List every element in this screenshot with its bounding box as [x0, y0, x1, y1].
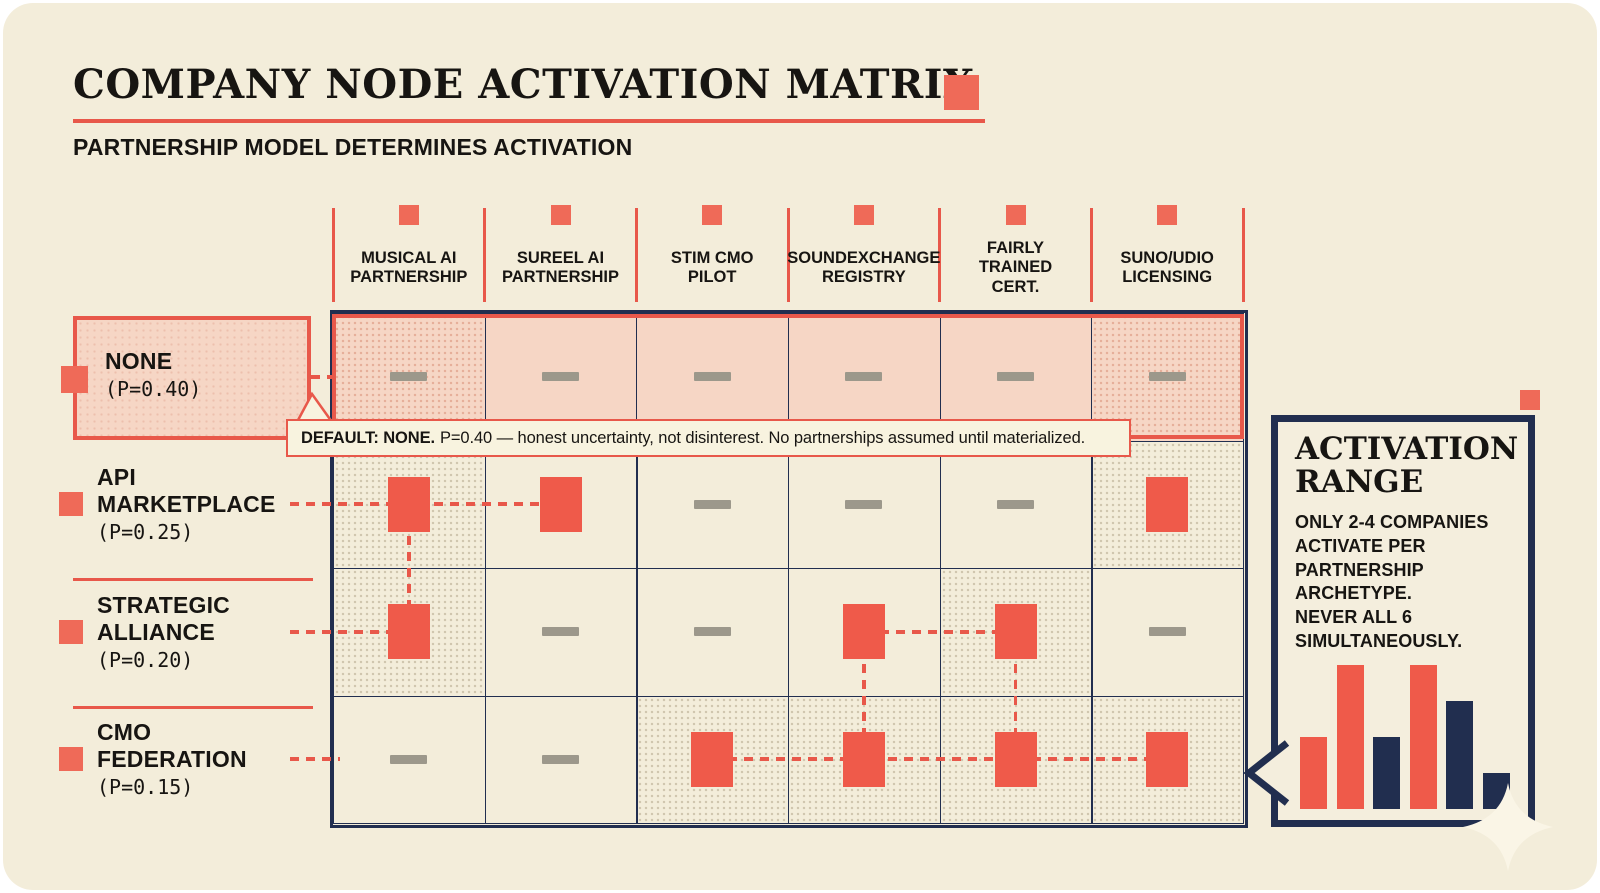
inactive-dash	[542, 754, 579, 764]
dashed-connector	[311, 374, 340, 379]
active-node	[994, 604, 1037, 660]
column-accent-square-icon	[1157, 205, 1178, 225]
active-node	[539, 476, 582, 532]
row-marker-square-icon	[61, 366, 88, 393]
row-marker-square-icon	[59, 619, 83, 644]
header-divider	[634, 208, 638, 302]
row-separator	[73, 705, 313, 709]
header-divider	[1241, 208, 1245, 302]
inactive-dash	[693, 372, 731, 382]
active-node	[691, 731, 734, 787]
dashed-connector	[862, 631, 866, 760]
row-label-text: CMO FEDERATION (P=0.15)	[97, 719, 247, 799]
title-accent-square-icon	[944, 75, 979, 110]
row-probability: (P=0.40)	[105, 377, 202, 402]
inactive-dash	[1148, 372, 1186, 382]
dashed-connector	[290, 757, 340, 762]
row-label-3: STRATEGIC ALLIANCE (P=0.20)	[59, 568, 311, 696]
panel-title: ACTIVATION RANGE	[1295, 431, 1519, 500]
inactive-dash	[845, 499, 883, 509]
header-divider	[331, 208, 335, 302]
header-divider	[483, 208, 487, 302]
header-divider	[786, 208, 790, 302]
row-probability: (P=0.20)	[97, 647, 194, 672]
column-accent-square-icon	[398, 205, 419, 225]
chart-bar-6	[1482, 773, 1510, 809]
column-header-3: STIM CMO PILOT	[670, 248, 754, 286]
row-label-text: STRATEGIC ALLIANCE (P=0.20)	[97, 592, 230, 672]
dashed-connector	[712, 757, 1168, 762]
page-title: COMPANY NODE ACTIVATION MATRIX	[73, 61, 975, 108]
dashed-connector	[290, 629, 409, 634]
chart-bar-2	[1336, 665, 1364, 809]
row-marker-square-icon	[59, 492, 83, 517]
panel-body-text: ONLY 2-4 COMPANIES ACTIVATE PER PARTNERS…	[1295, 512, 1489, 651]
inactive-dash	[542, 627, 579, 637]
panel-accent-square-icon	[1520, 390, 1540, 410]
row-marker-square-icon	[59, 747, 83, 772]
inactive-dash	[693, 627, 731, 637]
row-name: API MARKETPLACE	[97, 464, 276, 518]
callout-body: P=0.40 — honest uncertainty, not disinte…	[439, 428, 1086, 447]
callout-lead: DEFAULT: NONE.	[301, 428, 435, 447]
row-label-text: API MARKETPLACE (P=0.25)	[97, 464, 276, 544]
poster-canvas: COMPANY NODE ACTIVATION MATRIX PARTNERSH…	[3, 3, 1597, 890]
active-node	[1146, 731, 1189, 787]
inactive-dash	[1148, 627, 1186, 637]
header-divider	[938, 208, 942, 302]
row-label-2: API MARKETPLACE (P=0.25)	[59, 441, 311, 569]
inactive-dash	[542, 372, 579, 382]
active-node	[842, 731, 885, 787]
dashed-connector	[407, 504, 411, 632]
inactive-dash	[390, 754, 428, 764]
column-accent-square-icon	[702, 205, 723, 225]
active-node	[1146, 476, 1189, 532]
header-divider	[1089, 208, 1093, 302]
active-node	[387, 604, 430, 660]
inactive-dash	[693, 499, 731, 509]
row-probability: (P=0.25)	[97, 520, 194, 545]
active-node	[994, 731, 1037, 787]
row-name: NONE	[105, 348, 173, 374]
inactive-dash	[390, 372, 428, 382]
active-node	[842, 604, 885, 660]
title-underline	[73, 119, 985, 123]
column-accent-square-icon	[550, 205, 571, 225]
active-node	[387, 476, 430, 532]
column-header-5: FAIRLY TRAINED CERT.	[978, 238, 1053, 296]
dashed-connector	[1013, 631, 1018, 760]
chart-bar-4	[1409, 665, 1437, 809]
row-separator	[73, 578, 313, 581]
column-header-6: SUNO/UDIO LICENSING	[1120, 248, 1214, 286]
column-accent-square-icon	[1005, 205, 1026, 225]
column-header-1: MUSICAL AI PARTNERSHIP	[350, 248, 468, 286]
chart-bar-1	[1300, 737, 1327, 809]
column-accent-square-icon	[853, 205, 874, 225]
row-label-none: NONE (P=0.40)	[61, 316, 311, 440]
chart-bar-5	[1446, 701, 1473, 809]
chart-bar-3	[1373, 737, 1400, 809]
default-none-callout: DEFAULT: NONE. P=0.40 — honest uncertain…	[286, 419, 1131, 457]
row-name: STRATEGIC ALLIANCE	[97, 591, 230, 645]
inactive-dash	[845, 372, 883, 382]
column-header-2: SUREEL AI PARTNERSHIP	[501, 248, 619, 286]
page-subtitle: PARTNERSHIP MODEL DETERMINES ACTIVATION	[73, 134, 633, 160]
inactive-dash	[997, 372, 1034, 382]
row-probability: (P=0.15)	[97, 775, 194, 800]
row-name: CMO FEDERATION	[97, 719, 247, 773]
dashed-connector	[863, 629, 1016, 634]
row-label-4: CMO FEDERATION (P=0.15)	[59, 696, 311, 824]
column-header-4: SOUNDEXCHANGE REGISTRY	[787, 248, 941, 286]
inactive-dash	[997, 499, 1034, 509]
